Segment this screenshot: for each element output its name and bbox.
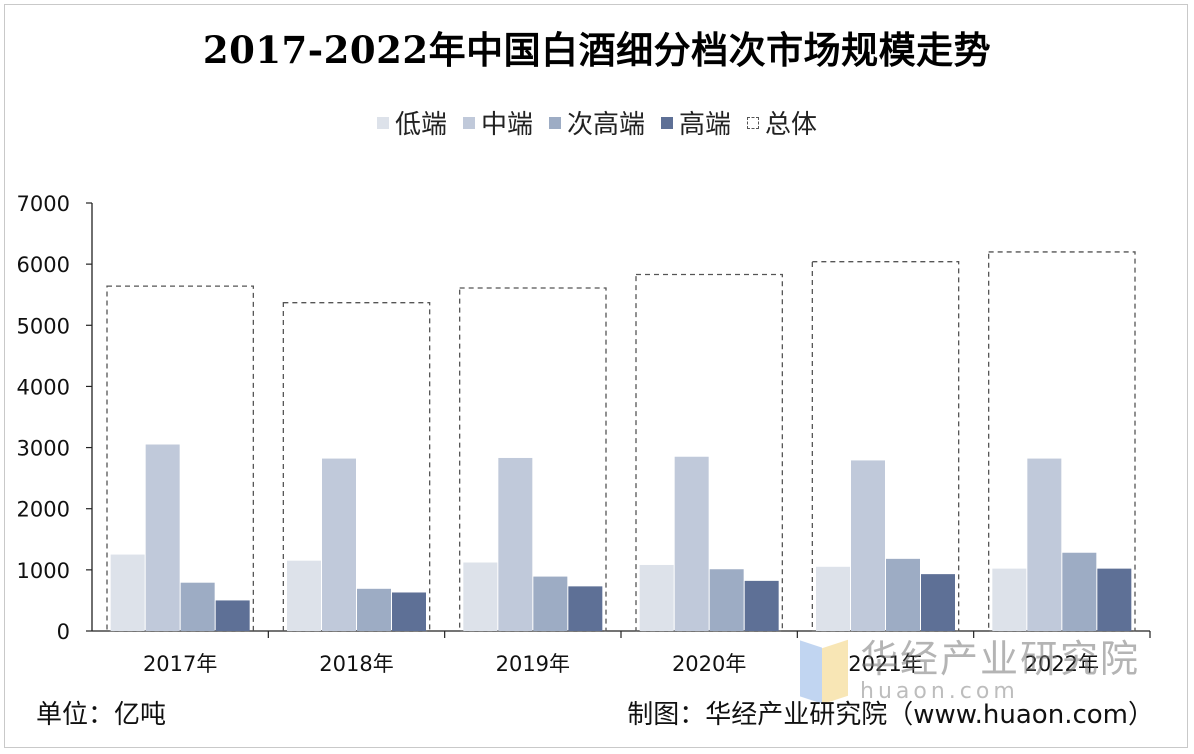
bar-total-1 bbox=[282, 302, 431, 632]
unit-note: 单位：亿吨 bbox=[36, 700, 167, 730]
bar-0-4 bbox=[816, 566, 850, 631]
bar-2-1 bbox=[357, 588, 391, 631]
legend-swatch-mid bbox=[462, 116, 475, 129]
bar-3-2 bbox=[568, 586, 603, 631]
chart-frame bbox=[4, 4, 1188, 748]
legend-swatch-total bbox=[747, 116, 760, 129]
legend-item-low: 低端 bbox=[376, 104, 447, 141]
x-tick-label: 2018年 bbox=[319, 652, 393, 676]
legend-swatch-low bbox=[376, 116, 389, 129]
bar-3-4 bbox=[921, 574, 955, 631]
bar-2-4 bbox=[886, 558, 920, 631]
legend-label-low: 低端 bbox=[394, 110, 447, 140]
bar-total-0 bbox=[106, 285, 254, 632]
bar-0-2 bbox=[463, 562, 498, 631]
bar-1-2 bbox=[498, 457, 533, 631]
bar-1-1 bbox=[322, 458, 356, 631]
bar-2-2 bbox=[533, 576, 568, 631]
bar-3-0 bbox=[215, 600, 250, 631]
y-tick-label: 4000 bbox=[17, 375, 70, 399]
watermark-text: 华经产业研究院 huaon.com bbox=[860, 638, 1140, 704]
watermark: 华经产业研究院 huaon.com bbox=[800, 638, 1140, 705]
bar-total-3 bbox=[635, 273, 783, 632]
bar-3-3 bbox=[744, 580, 779, 631]
bar-1-3 bbox=[674, 456, 709, 631]
y-tick-label: 5000 bbox=[17, 314, 70, 338]
y-tick-label: 0 bbox=[57, 620, 70, 644]
legend-item-high: 高端 bbox=[661, 104, 731, 141]
y-tick-label: 6000 bbox=[17, 253, 70, 277]
y-tick-label: 2000 bbox=[17, 498, 70, 522]
bar-total-5 bbox=[988, 251, 1136, 632]
legend-label-subhigh: 次高端 bbox=[566, 110, 645, 140]
bar-2-5 bbox=[1062, 552, 1097, 631]
y-tick-label: 1000 bbox=[17, 559, 70, 583]
watermark-url: huaon.com bbox=[860, 679, 1019, 704]
watermark-logo-icon bbox=[800, 639, 852, 705]
bar-2-3 bbox=[709, 569, 744, 631]
bar-3-1 bbox=[392, 592, 426, 631]
bar-total-2 bbox=[459, 287, 607, 632]
x-tick-label: 2022年 bbox=[1025, 652, 1099, 676]
bar-0-5 bbox=[992, 568, 1027, 631]
bar-1-4 bbox=[851, 460, 885, 631]
legend-label-mid: 中端 bbox=[480, 110, 533, 140]
bar-2-0 bbox=[180, 582, 215, 631]
x-tick-label: 2019年 bbox=[496, 652, 570, 676]
y-tick-label: 3000 bbox=[17, 437, 70, 461]
x-tick-label: 2020年 bbox=[672, 652, 746, 676]
legend: 低端 中端 次高端 高端 总体 bbox=[0, 104, 1194, 141]
bar-0-3 bbox=[639, 564, 674, 631]
legend-item-mid: 中端 bbox=[462, 104, 533, 141]
legend-label-high: 高端 bbox=[679, 110, 732, 140]
bar-1-0 bbox=[145, 444, 180, 631]
legend-swatch-high bbox=[661, 116, 673, 129]
y-tick-label: 7000 bbox=[17, 192, 70, 216]
bar-3-5 bbox=[1097, 568, 1132, 631]
bar-total-4 bbox=[811, 261, 960, 632]
chart-title: 2017-2022年中国白酒细分档次市场规模走势 bbox=[202, 28, 992, 72]
x-tick-label: 2021年 bbox=[848, 652, 922, 676]
source-note: 制图：华经产业研究院（www.huaon.com） bbox=[627, 700, 1154, 730]
watermark-name: 华经产业研究院 bbox=[860, 637, 1141, 681]
x-tick-label: 2017年 bbox=[143, 652, 217, 676]
legend-item-total: 总体 bbox=[747, 104, 817, 141]
bar-0-1 bbox=[287, 560, 321, 631]
legend-label-total: 总体 bbox=[765, 110, 818, 140]
legend-item-subhigh: 次高端 bbox=[548, 104, 645, 141]
legend-swatch-subhigh bbox=[548, 116, 561, 129]
bar-0-0 bbox=[110, 554, 145, 631]
bar-1-5 bbox=[1027, 458, 1062, 631]
